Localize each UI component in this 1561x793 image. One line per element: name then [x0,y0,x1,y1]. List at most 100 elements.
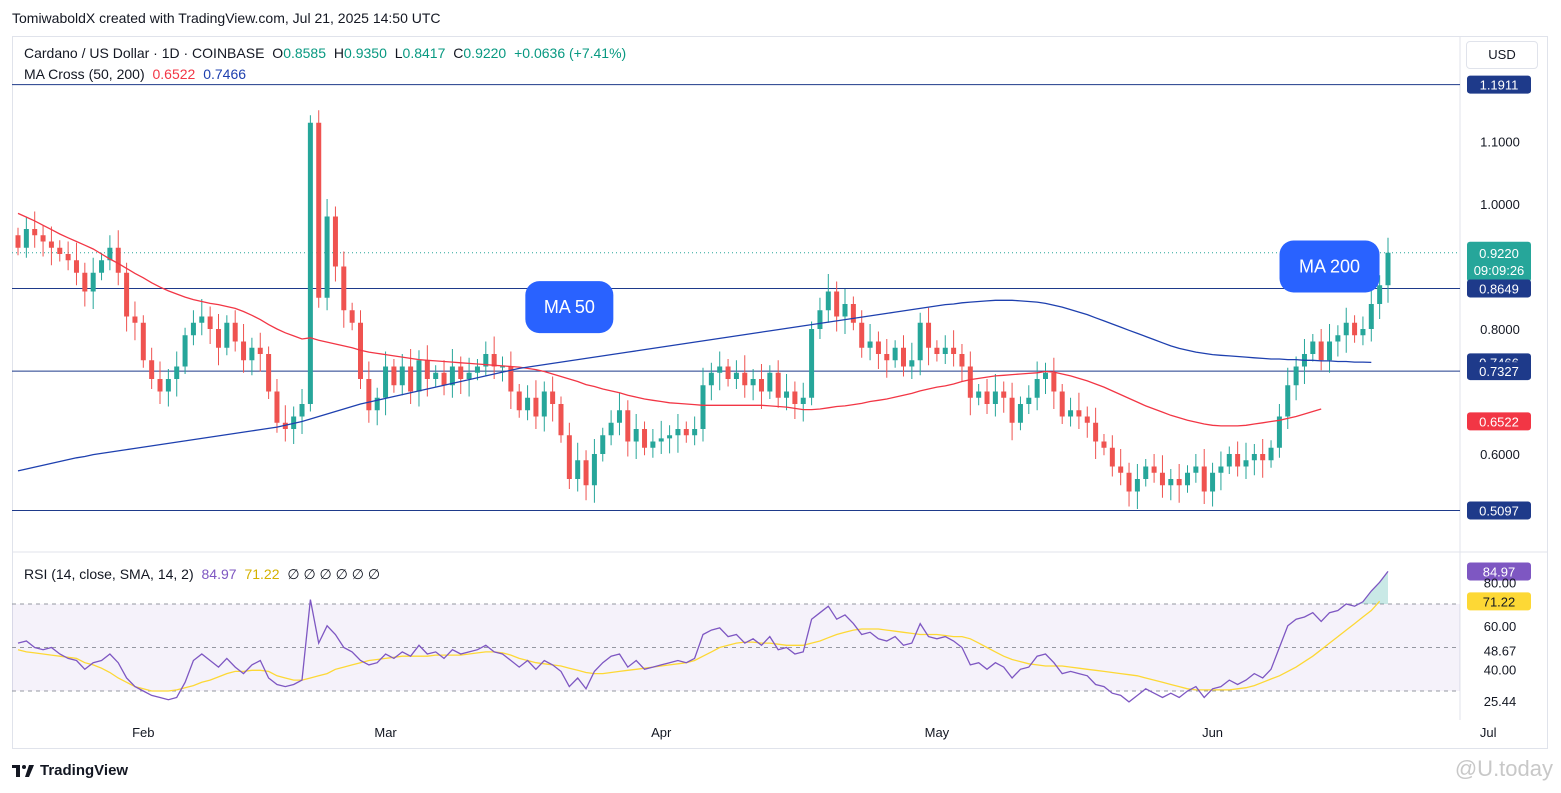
candle-body [1009,397,1015,423]
candle-body [1126,472,1132,492]
candle-body [658,438,664,442]
tradingview-brand-text: TradingView [40,762,129,779]
price-label-text: 0.7327 [1479,364,1519,379]
rsi-axis-label: 48.67 [1484,643,1517,658]
candle-body [1201,466,1207,492]
candle-body [884,354,890,361]
candle-body [616,410,622,423]
x-tick-label: Jun [1202,725,1223,740]
candle-body [491,354,497,367]
candle-body [466,372,472,379]
candle-body [324,216,330,298]
last-price-badge [1467,241,1531,282]
legend-rsi-sma-value: 71.22 [244,566,280,582]
candle-body [850,304,856,323]
legend-o-label: O [272,45,284,61]
candle-body [249,347,255,361]
candle-body [558,404,564,436]
legend-rsi-value: 84.97 [201,566,237,582]
candle-body [441,372,447,386]
candle-body [157,379,163,392]
price-tick-label: 0.8000 [1480,322,1520,337]
candle-body [967,366,973,398]
candle-body [708,372,714,386]
candle-body [40,235,46,242]
legend-symbol: Cardano / US Dollar · 1D · COINBASE [24,45,265,61]
candle-body [717,366,723,373]
candle-body [1017,404,1023,423]
ma50-line [17,212,1322,427]
chart-frame [12,36,1548,749]
candle-body [892,347,898,361]
candle-body [784,391,790,398]
candle-body [241,341,247,361]
ma200-line [17,299,1372,472]
candle-body [1210,472,1216,492]
candle-body [257,347,263,354]
candle-body [207,316,213,329]
ma-annotation-badge [1279,240,1380,293]
candle-body [817,310,823,329]
candle-body [458,366,464,379]
candle-body [792,391,798,404]
candle-body [650,441,656,448]
candle-body [583,460,589,486]
price-label-badge [1467,75,1531,94]
price-label-badge [1467,362,1531,381]
rsi-sma-badge [1467,592,1531,611]
candle-body [550,391,556,404]
candle-body [140,322,146,361]
candle-body [266,354,272,392]
candle-body [299,404,305,417]
candle-body [115,247,121,273]
candle-body [959,354,965,367]
currency-button[interactable]: USD [1466,41,1538,69]
candle-body [859,322,865,348]
candle-body [65,254,71,261]
attribution: TomiwaboldX created with TradingView.com… [12,10,441,26]
candle-body [642,429,648,448]
legend-h-label: H [333,45,345,61]
legend-rsi-extra: ∅ ∅ ∅ ∅ ∅ ∅ [287,566,381,582]
candle-body [124,272,130,317]
countdown-label: 09:09:26 [1474,263,1525,278]
candle-body [775,372,781,398]
tradingview-logo: TradingView [12,762,128,779]
candle-body [1385,252,1391,286]
candle-body [1360,329,1366,336]
candle-body [1185,472,1191,486]
candle-body [1151,466,1157,473]
candle-body [1101,441,1107,448]
candle-body [1043,372,1048,379]
candle-body [675,429,681,436]
candle-body [1134,479,1140,492]
candle-body [1084,416,1090,423]
candle-body [1243,460,1249,467]
rsi-line [17,571,1389,703]
candle-body [566,435,572,479]
candle-body [692,429,698,436]
candle-body [1368,304,1374,329]
candle-body [951,347,957,354]
candle-body [625,410,631,442]
candle-body [391,366,397,386]
legend-change: +0.0636 (+7.41%) [514,45,627,61]
candle-body [149,360,155,379]
legend-high: 0.9350 [344,45,387,61]
candle-body [23,229,29,248]
legend-ohlc: Cardano / US Dollar · 1D · COINBASE O 0.8… [24,45,630,61]
rsi-value-label: 84.97 [1483,564,1516,579]
candle-body [190,322,196,336]
candle-body [525,397,531,411]
candle-body [107,247,113,261]
candle-body [1226,454,1232,467]
candle-body [909,360,915,367]
candle-body [842,304,848,317]
price-tick-label: 1.1000 [1480,135,1520,150]
legend-low: 0.8417 [402,45,446,61]
candle-body [1193,466,1199,473]
candle-body [809,329,815,398]
candle-body [366,379,372,411]
candle-body [99,260,105,273]
